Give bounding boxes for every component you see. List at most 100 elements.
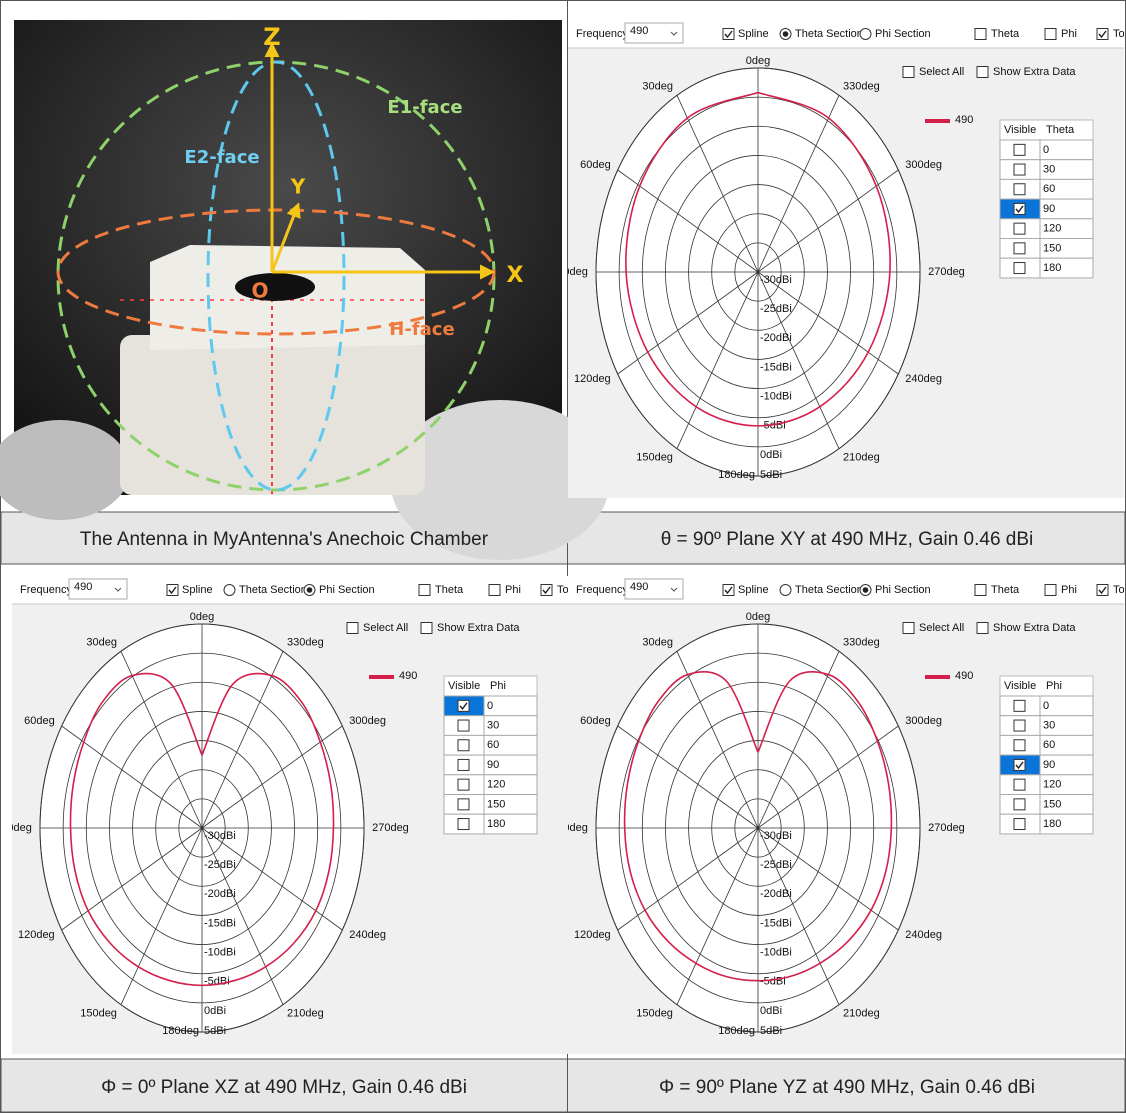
ui-panel: Frequency:490 Spline Theta Section Phi Sect…: [12, 576, 568, 1054]
checkbox-box: [1013, 202, 1026, 215]
table-cell-text: 30: [1043, 163, 1055, 175]
grid-spoke: [617, 725, 759, 829]
frequency-dropdown[interactable]: 490: [624, 22, 684, 44]
radial-tick-label: -15dBi: [760, 917, 792, 929]
checkbox-box: [346, 622, 359, 634]
radio[interactable]: [303, 584, 316, 596]
radial-tick-label: 0dBi: [760, 449, 782, 461]
checkbox[interactable]: [1013, 758, 1026, 771]
checkbox[interactable]: [974, 584, 987, 596]
checkbox-box: [457, 778, 470, 791]
table-cell-text: 180: [1043, 262, 1061, 274]
checkbox[interactable]: [976, 66, 989, 78]
checkbox[interactable]: [976, 622, 989, 634]
checkbox[interactable]: [1013, 202, 1026, 215]
radial-tick-label: 5dBi: [760, 469, 782, 481]
angle-tick-label: 120deg: [574, 373, 611, 385]
checkbox[interactable]: [902, 622, 915, 634]
grid-spoke: [757, 169, 899, 273]
checkbox[interactable]: [1013, 798, 1026, 811]
caption: Φ = 0º Plane XZ at 490 MHz, Gain 0.46 dB…: [101, 1077, 467, 1098]
radio[interactable]: [859, 584, 872, 596]
option-label: Tot: [1113, 28, 1126, 40]
dropdown-chevron: [114, 587, 122, 592]
checkbox[interactable]: [1013, 222, 1026, 235]
checkbox-box: [976, 66, 989, 78]
angle-tick-label: 150deg: [636, 451, 673, 463]
caption-band: [0, 1058, 1126, 1113]
checkbox[interactable]: [1013, 778, 1026, 791]
table-cell-text: 120: [1043, 223, 1061, 235]
checkbox[interactable]: [1013, 163, 1026, 176]
checkbox[interactable]: [457, 739, 470, 752]
checkbox[interactable]: [902, 66, 915, 78]
checkbox[interactable]: [1044, 584, 1057, 596]
radio[interactable]: [859, 28, 872, 40]
angle-tick-label: 0deg: [190, 611, 214, 623]
table-cell-text: 120: [1043, 779, 1061, 791]
checkbox[interactable]: [1013, 818, 1026, 831]
checkbox[interactable]: [974, 28, 987, 40]
grid-spoke: [676, 827, 759, 1005]
checkbox[interactable]: [722, 584, 735, 596]
angle-tick-label: 150deg: [636, 1007, 673, 1019]
checkbox-box: [1096, 28, 1109, 40]
checkbox[interactable]: [166, 584, 179, 596]
radio[interactable]: [779, 584, 792, 596]
checkbox[interactable]: [457, 719, 470, 732]
option-label: Theta Section: [795, 584, 863, 596]
checkbox[interactable]: [1013, 719, 1026, 732]
check-mark: [1015, 761, 1024, 770]
checkbox-box: [722, 584, 735, 596]
radio[interactable]: [779, 28, 792, 40]
option-label: Theta: [991, 28, 1020, 40]
frequency-dropdown[interactable]: 490: [68, 578, 128, 600]
dropdown-value: 490: [74, 581, 92, 593]
checkbox[interactable]: [540, 584, 553, 596]
checkbox-box: [1096, 584, 1109, 596]
checkbox[interactable]: [1096, 584, 1109, 596]
table-cell-text: 0: [1043, 144, 1049, 156]
checkbox[interactable]: [488, 584, 501, 596]
checkbox[interactable]: [346, 622, 359, 634]
checkbox[interactable]: [457, 758, 470, 771]
checkbox[interactable]: [1013, 262, 1026, 275]
ui-panel: Frequency:490 Spline Theta Section Phi Sect…: [568, 576, 1124, 1054]
checkbox[interactable]: [1044, 28, 1057, 40]
option-label: Phi: [1061, 28, 1077, 40]
checkbox[interactable]: [457, 778, 470, 791]
checkbox[interactable]: [1013, 699, 1026, 712]
foam-dome: [390, 400, 610, 560]
e2-ellipse: [206, 60, 346, 492]
option-label: Select All: [919, 622, 964, 634]
legend-label: 490: [955, 114, 973, 126]
checkbox[interactable]: [457, 699, 470, 712]
check-mark: [724, 30, 733, 39]
checkbox[interactable]: [418, 584, 431, 596]
checkbox[interactable]: [420, 622, 433, 634]
checkbox[interactable]: [1013, 143, 1026, 156]
checkbox[interactable]: [457, 798, 470, 811]
checkbox[interactable]: [457, 818, 470, 831]
checkbox[interactable]: [1013, 739, 1026, 752]
checkbox[interactable]: [1013, 242, 1026, 255]
grid-spoke: [757, 725, 899, 829]
checkbox[interactable]: [722, 28, 735, 40]
check-mark: [1098, 30, 1107, 39]
frequency-label: Frequency:: [20, 584, 75, 596]
checkbox[interactable]: [1096, 28, 1109, 40]
radial-tick-label: -25dBi: [204, 859, 236, 871]
table-header-cell: Visible: [1004, 680, 1036, 692]
legend-label: 490: [955, 670, 973, 682]
radio-ring: [779, 584, 792, 596]
table-cell-text: 150: [1043, 242, 1061, 254]
table-cell-text: 180: [1043, 818, 1061, 830]
frequency-dropdown[interactable]: 490: [624, 578, 684, 600]
checkbox[interactable]: [1013, 183, 1026, 196]
checkbox-box: [1013, 163, 1026, 176]
table-header-cell: Phi: [490, 680, 506, 692]
radio[interactable]: [223, 584, 236, 596]
table-header-cell: Visible: [1004, 124, 1036, 136]
table-cell: [1039, 257, 1094, 279]
